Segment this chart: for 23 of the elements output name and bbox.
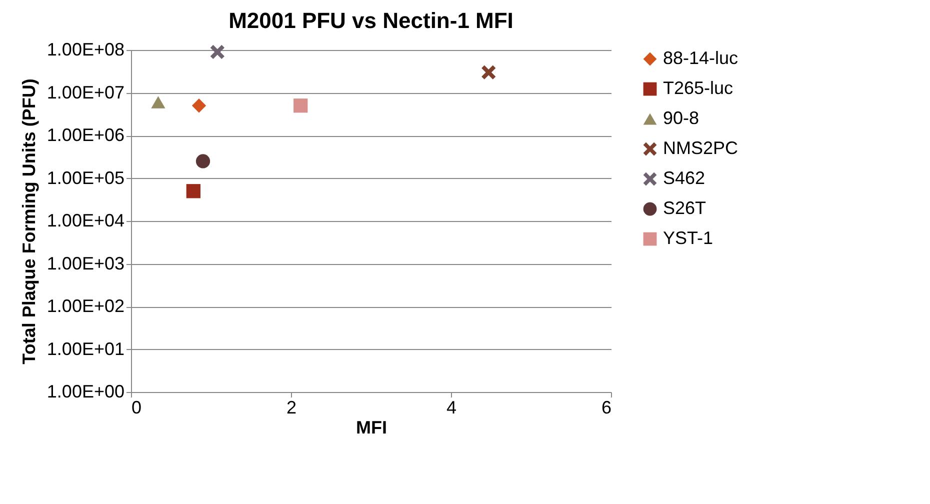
legend-label: 88-14-luc	[663, 48, 738, 68]
x-tick-label: 0	[132, 398, 142, 418]
y-tick-label: 1.00E+04	[46, 210, 124, 230]
legend-label: 90-8	[663, 108, 700, 128]
x-tick-label: 6	[601, 398, 612, 418]
legend-label: S26T	[663, 198, 706, 218]
legend-label: S462	[663, 168, 706, 188]
chart-title: M2001 PFU vs Nectin-1 MFI	[228, 8, 514, 33]
y-tick-label: 1.00E+02	[46, 296, 124, 316]
y-tick-label: 1.00E+05	[46, 168, 124, 188]
y-axis-title: Total Plaque Forming Units (PFU)	[18, 78, 39, 364]
y-tick-label: 1.00E+00	[46, 382, 124, 402]
y-tick-label: 1.00E+03	[46, 253, 124, 274]
y-tick-label: 1.00E+01	[46, 338, 124, 359]
legend-label: T265-luc	[663, 78, 734, 98]
legend-label: YST-1	[663, 228, 714, 248]
x-tick-label: 2	[286, 398, 297, 418]
x-tick-label: 4	[446, 398, 457, 418]
y-tick-label: 1.00E+08	[46, 40, 124, 60]
x-axis-title: MFI	[356, 418, 387, 438]
y-tick-label: 1.00E+06	[46, 125, 124, 145]
y-tick-label: 1.00E+07	[46, 82, 124, 102]
legend-label: NMS2PC	[663, 138, 738, 158]
